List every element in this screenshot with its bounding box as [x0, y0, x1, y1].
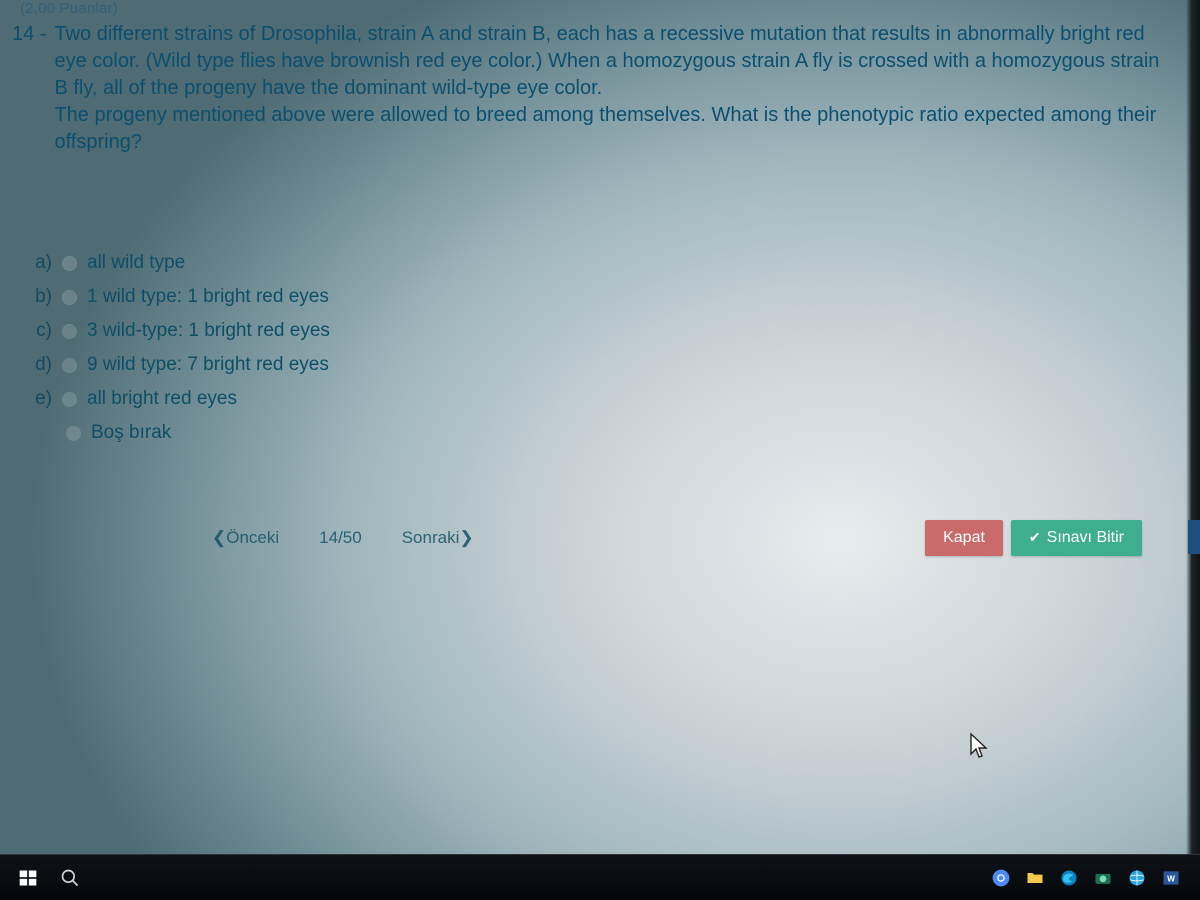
question-text: Two different strains of Drosophila, str… [54, 21, 1176, 156]
points-fragment: (2,00 Puanlar) [12, 0, 1182, 19]
finish-exam-button[interactable]: Sınavı Bitir [1011, 520, 1142, 556]
search-button[interactable] [52, 860, 88, 896]
next-button[interactable]: Sonraki❯ [402, 528, 474, 548]
answer-option-c[interactable]: c) 3 wild-type: 1 bright red eyes [30, 314, 1182, 348]
option-letter: b) [30, 286, 52, 308]
question-counter: 14/50 [319, 528, 362, 548]
nav-row: ❮Önceki 14/50 Sonraki❯ Kapat Sınavı Biti… [12, 520, 1182, 556]
question-number: 14 - [12, 21, 46, 156]
exam-area: (2,00 Puanlar) 14 - Two different strain… [0, 0, 1200, 854]
tray-chrome[interactable] [986, 863, 1016, 893]
camera-icon [1093, 868, 1113, 888]
monitor-edge [1186, 0, 1200, 854]
tray-folder[interactable] [1020, 863, 1050, 893]
search-icon [60, 868, 80, 888]
cursor-icon [968, 732, 990, 760]
start-button[interactable] [10, 860, 46, 896]
windows-icon [18, 868, 38, 888]
option-label: all bright red eyes [87, 388, 237, 410]
radio-icon[interactable] [62, 324, 77, 339]
answer-option-d[interactable]: d) 9 wild type: 7 bright red eyes [30, 348, 1182, 382]
close-button-label: Kapat [943, 529, 985, 547]
right-side-tab [1188, 520, 1200, 554]
radio-icon[interactable] [66, 426, 81, 441]
prev-button[interactable]: ❮Önceki [212, 528, 279, 548]
word-icon: W [1161, 868, 1181, 888]
taskbar: W [0, 854, 1200, 900]
option-label: all wild type [87, 252, 185, 274]
tray-word[interactable]: W [1156, 863, 1186, 893]
tray-edge[interactable] [1054, 863, 1084, 893]
answer-list: a) all wild type b) 1 wild type: 1 brigh… [12, 246, 1182, 450]
option-letter: a) [30, 252, 52, 274]
question-block: 14 - Two different strains of Drosophila… [12, 19, 1182, 156]
check-icon [1029, 529, 1041, 547]
chrome-icon [991, 868, 1011, 888]
option-label: 9 wild type: 7 bright red eyes [87, 354, 329, 376]
globe-icon [1127, 868, 1147, 888]
leave-blank-label: Boş bırak [91, 422, 171, 444]
folder-icon [1025, 868, 1045, 888]
finish-button-label: Sınavı Bitir [1047, 529, 1124, 547]
radio-icon[interactable] [62, 358, 77, 373]
nav-left: ❮Önceki 14/50 Sonraki❯ [212, 528, 474, 548]
answer-option-e[interactable]: e) all bright red eyes [30, 382, 1182, 416]
edge-icon [1059, 868, 1079, 888]
option-letter: e) [30, 388, 52, 410]
radio-icon[interactable] [62, 256, 77, 271]
radio-icon[interactable] [62, 290, 77, 305]
leave-blank-option[interactable]: Boş bırak [30, 416, 1182, 450]
answer-option-a[interactable]: a) all wild type [30, 246, 1182, 280]
option-letter: c) [30, 320, 52, 342]
radio-icon[interactable] [62, 392, 77, 407]
option-label: 1 wild type: 1 bright red eyes [87, 286, 329, 308]
answer-option-b[interactable]: b) 1 wild type: 1 bright red eyes [30, 280, 1182, 314]
svg-text:W: W [1167, 873, 1175, 883]
tray-camera[interactable] [1088, 863, 1118, 893]
close-button[interactable]: Kapat [925, 520, 1003, 556]
option-label: 3 wild-type: 1 bright red eyes [87, 320, 330, 342]
tray-globe[interactable] [1122, 863, 1152, 893]
nav-right: Kapat Sınavı Bitir [925, 520, 1142, 556]
system-tray: W [986, 863, 1190, 893]
option-letter: d) [30, 354, 52, 376]
